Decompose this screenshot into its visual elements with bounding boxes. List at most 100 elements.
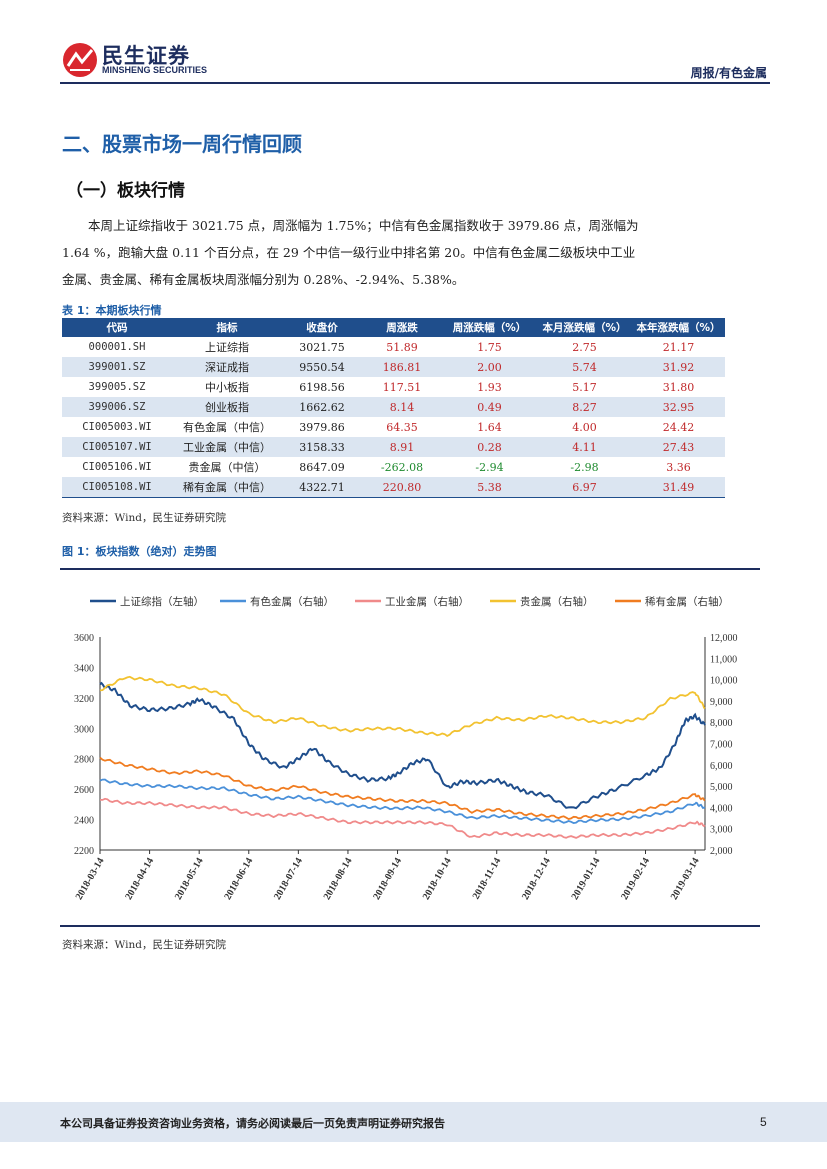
series-line [99, 756, 706, 820]
y-right-tick-label: 10,000 [710, 676, 738, 687]
cell-index: 贵金属（中信） [188, 461, 266, 474]
subsection-title: （一）板块行情 [66, 181, 185, 201]
x-tick-label: 2018-04-14 [123, 856, 156, 902]
y-right-tick-label: 2,000 [710, 846, 733, 857]
cell-week-change: 186.81 [362, 357, 442, 377]
legend-label: 贵金属（右轴） [520, 595, 594, 608]
table-header-row: 代码 指标 收盘价 周涨跌 周涨跌幅（%） 本月涨跌幅（%） 本年涨跌幅（%） [62, 318, 725, 337]
table-row: CI005106.WI 贵金属（中信） 8647.09 -262.08 -2.94 -2.… [62, 457, 725, 477]
cell-code: 399001.SZ [62, 357, 172, 377]
cell-index: 有色金属（中信） [183, 421, 271, 434]
cell-week-change: 64.35 [386, 420, 418, 434]
cell-code: CI005107.WI [62, 437, 172, 457]
series-line [99, 778, 706, 825]
cell-month-pct: -2.98 [570, 460, 599, 474]
y-right-tick-label: 3,000 [710, 825, 733, 836]
report-type-label: 周报/有色金属 [690, 66, 767, 80]
x-tick-label: 2019-01-14 [570, 856, 603, 902]
series-line [100, 797, 706, 839]
cell-month-pct: 4.11 [537, 437, 632, 457]
cell-week-pct: 5.38 [442, 477, 537, 498]
figure-bottom-rule [60, 925, 760, 927]
cell-month-pct: 4.00 [572, 420, 597, 434]
legend-label: 稀有金属（右轴） [645, 595, 729, 608]
y-left-tick-label: 3000 [74, 724, 94, 735]
company-logo: 民生证券 MINSHENG SECURITIES [62, 38, 212, 82]
cell-close: 3979.86 [299, 420, 345, 434]
col-header-week-change: 周涨跌 [362, 318, 442, 337]
cell-code: CI005003.WI [82, 421, 152, 433]
cell-week-pct: 1.64 [477, 420, 502, 434]
cell-index: 上证综指 [205, 341, 249, 354]
x-tick-label: 2018-10-14 [421, 856, 454, 902]
cell-index: 工业金属（中信） [172, 437, 282, 457]
cell-week-change: 51.89 [386, 340, 418, 354]
y-left-tick-label: 2400 [74, 816, 94, 827]
logo-emblem-icon [63, 43, 97, 77]
logo-chinese-name: 民生证券 [102, 44, 190, 68]
table-row: 399001.SZ 深证成指 9550.54 186.81 2.00 5.74 31.92 [62, 357, 725, 377]
cell-close: 8647.09 [299, 460, 345, 474]
y-right-tick-label: 11,000 [710, 654, 737, 665]
legend-label: 工业金属（右轴） [385, 595, 469, 608]
col-header-year-pct: 本年涨跌幅（%） [632, 318, 725, 337]
x-tick-label: 2018-11-14 [471, 856, 504, 901]
y-right-tick-label: 6,000 [710, 761, 733, 772]
figure-source: 资料来源：Wind，民生证券研究院 [62, 939, 226, 951]
cell-index: 创业板指 [172, 397, 282, 417]
cell-year-pct: 24.42 [662, 420, 695, 434]
y-left-tick-label: 2800 [74, 755, 94, 766]
table-source: 资料来源：Wind，民生证券研究院 [62, 512, 226, 524]
sector-quote-table: 代码 指标 收盘价 周涨跌 周涨跌幅（%） 本月涨跌幅（%） 本年涨跌幅（%） … [62, 318, 725, 498]
cell-month-pct: 5.74 [537, 357, 632, 377]
cell-close: 3021.75 [299, 340, 345, 354]
cell-year-pct: 27.43 [632, 437, 725, 457]
cell-week-pct: 0.49 [442, 397, 537, 417]
x-tick-label: 2018-05-14 [173, 856, 206, 902]
cell-code: 000001.SH [88, 341, 146, 353]
x-tick-label: 2019-03-14 [669, 856, 702, 902]
cell-index: 稀有金属（中信） [172, 477, 282, 498]
y-left-tick-label: 2600 [74, 785, 94, 796]
table-row: 000001.SH 上证综指 3021.75 51.89 1.75 2.75 21.17 [62, 337, 725, 357]
cell-code: 399006.SZ [62, 397, 172, 417]
y-left-tick-label: 3600 [74, 633, 94, 644]
col-header-code: 代码 [62, 318, 172, 337]
table-caption: 表 1：本期板块行情 [62, 304, 162, 317]
cell-close: 4322.71 [282, 477, 362, 498]
cell-month-pct: 6.97 [537, 477, 632, 498]
x-tick-label: 2018-12-14 [520, 856, 553, 902]
col-header-week-pct: 周涨跌幅（%） [442, 318, 537, 337]
x-tick-label: 2018-03-14 [74, 856, 107, 902]
cell-code: 399005.SZ [88, 381, 146, 393]
table-row: 399005.SZ 中小板指 6198.56 117.51 1.93 5.17 31.80 [62, 377, 725, 397]
cell-year-pct: 21.17 [662, 340, 695, 354]
y-right-tick-label: 9,000 [710, 697, 733, 708]
table-row: CI005003.WI 有色金属（中信） 3979.86 64.35 1.64 4.00 2… [62, 417, 725, 437]
y-left-tick-label: 3400 [74, 663, 94, 674]
figure-top-rule [60, 568, 760, 570]
cell-week-change: -262.08 [380, 460, 424, 474]
page-number: 5 [760, 1115, 767, 1129]
footer-bar [0, 1102, 827, 1142]
cell-code: CI005106.WI [82, 461, 152, 473]
cell-week-change: 8.91 [362, 437, 442, 457]
legend-label: 上证综指（左轴） [120, 595, 204, 608]
series-line [99, 681, 706, 810]
cell-index: 深证成指 [172, 357, 282, 377]
cell-close: 6198.56 [299, 380, 345, 394]
cell-week-pct: -2.94 [475, 460, 504, 474]
cell-year-pct: 31.49 [632, 477, 725, 498]
cell-code: CI005108.WI [62, 477, 172, 498]
cell-month-pct: 5.17 [572, 380, 597, 394]
cell-close: 1662.62 [282, 397, 362, 417]
y-left-tick-label: 3200 [74, 694, 94, 705]
cell-year-pct: 31.92 [632, 357, 725, 377]
table-row: 399006.SZ 创业板指 1662.62 8.14 0.49 8.27 32.95 [62, 397, 725, 417]
series-line [99, 675, 706, 737]
col-header-close: 收盘价 [282, 318, 362, 337]
logo-english-name: MINSHENG SECURITIES [102, 65, 208, 75]
y-right-tick-label: 5,000 [710, 782, 733, 793]
legend-label: 有色金属（右轴） [250, 595, 334, 608]
cell-week-pct: 1.75 [477, 340, 502, 354]
